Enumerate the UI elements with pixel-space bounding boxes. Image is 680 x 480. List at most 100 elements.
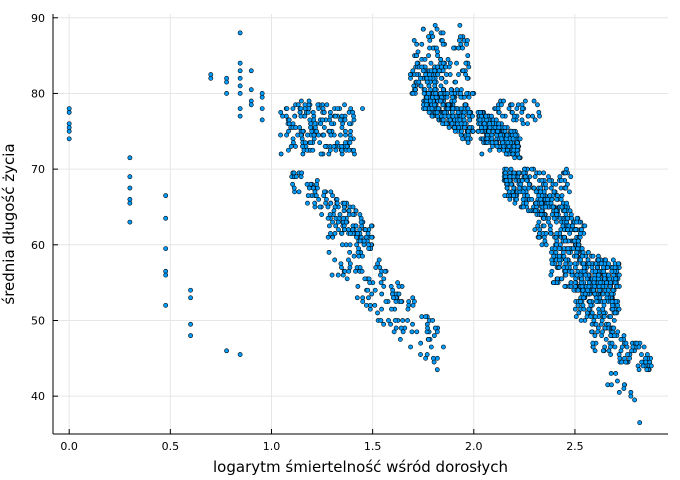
data-point xyxy=(342,117,348,123)
data-point xyxy=(469,91,475,96)
data-point xyxy=(585,287,590,293)
data-point xyxy=(332,231,338,236)
data-point xyxy=(318,151,324,157)
data-point xyxy=(462,125,468,130)
data-point xyxy=(549,249,554,255)
data-point xyxy=(568,261,573,267)
data-point xyxy=(435,53,440,59)
data-point xyxy=(427,45,432,51)
data-point xyxy=(537,113,542,119)
data-point xyxy=(616,261,621,267)
data-point xyxy=(376,257,382,263)
data-point xyxy=(432,325,438,331)
data-point xyxy=(325,234,331,240)
data-point xyxy=(381,276,387,282)
data-point xyxy=(338,132,343,138)
data-point xyxy=(356,246,362,251)
data-point xyxy=(410,295,416,301)
data-point xyxy=(431,333,437,339)
data-point xyxy=(567,189,572,195)
data-point xyxy=(437,98,443,104)
data-point xyxy=(305,200,310,206)
data-point xyxy=(583,272,588,278)
data-point xyxy=(517,136,523,142)
data-point xyxy=(589,329,595,335)
data-point xyxy=(381,284,387,289)
data-point xyxy=(478,125,484,130)
data-point xyxy=(648,363,654,369)
data-point xyxy=(315,102,321,108)
data-point xyxy=(421,91,427,96)
data-point xyxy=(407,72,413,77)
data-point xyxy=(509,109,515,115)
data-point xyxy=(502,125,508,130)
data-point xyxy=(609,382,614,388)
data-point xyxy=(536,234,542,240)
data-point xyxy=(546,219,551,225)
data-point xyxy=(621,386,627,391)
data-point xyxy=(398,325,404,331)
data-point xyxy=(308,140,314,146)
data-point xyxy=(438,75,444,81)
data-point xyxy=(443,121,449,127)
data-point xyxy=(609,268,615,274)
data-point xyxy=(611,318,617,323)
data-point xyxy=(559,204,565,210)
data-point xyxy=(590,253,596,259)
y-tick-label: 60 xyxy=(31,239,45,252)
data-point xyxy=(463,60,469,66)
data-point xyxy=(541,223,547,229)
data-point xyxy=(366,276,372,282)
data-point xyxy=(432,68,438,74)
data-point xyxy=(585,249,591,255)
data-point xyxy=(333,113,338,119)
data-point xyxy=(515,151,521,157)
data-point xyxy=(372,302,378,308)
data-point xyxy=(224,91,229,96)
data-point xyxy=(499,102,504,108)
data-point xyxy=(592,348,598,354)
data-point xyxy=(602,276,607,282)
data-point xyxy=(334,140,340,146)
data-point xyxy=(418,340,424,346)
data-point xyxy=(344,144,350,149)
data-point xyxy=(602,325,608,331)
data-point xyxy=(536,219,542,225)
data-point xyxy=(586,306,592,312)
data-point xyxy=(66,136,72,142)
data-point xyxy=(511,185,517,191)
data-point xyxy=(613,371,619,376)
data-point xyxy=(470,113,475,119)
data-point xyxy=(293,174,299,180)
data-point xyxy=(419,314,425,320)
data-point xyxy=(425,325,430,331)
data-point xyxy=(430,355,436,361)
data-point xyxy=(428,344,434,350)
data-point xyxy=(416,79,422,85)
data-point xyxy=(444,94,450,100)
data-point xyxy=(298,113,304,119)
data-point xyxy=(295,102,301,108)
data-point xyxy=(460,45,465,51)
data-point xyxy=(611,325,617,331)
data-point xyxy=(450,106,456,111)
data-point xyxy=(259,117,265,123)
data-point xyxy=(414,53,419,59)
x-tick-label: 2.5 xyxy=(566,440,584,453)
data-point xyxy=(429,113,435,119)
data-point xyxy=(368,223,374,229)
data-point xyxy=(378,272,383,278)
data-point xyxy=(430,318,436,323)
data-point xyxy=(481,121,487,127)
data-point xyxy=(410,302,416,308)
data-point xyxy=(312,200,318,206)
data-point xyxy=(562,238,568,244)
data-point xyxy=(503,170,508,176)
data-point xyxy=(423,314,429,320)
data-point xyxy=(66,128,72,134)
data-point xyxy=(330,219,335,225)
data-point xyxy=(363,302,369,308)
data-point xyxy=(573,227,579,233)
data-point xyxy=(334,200,340,206)
